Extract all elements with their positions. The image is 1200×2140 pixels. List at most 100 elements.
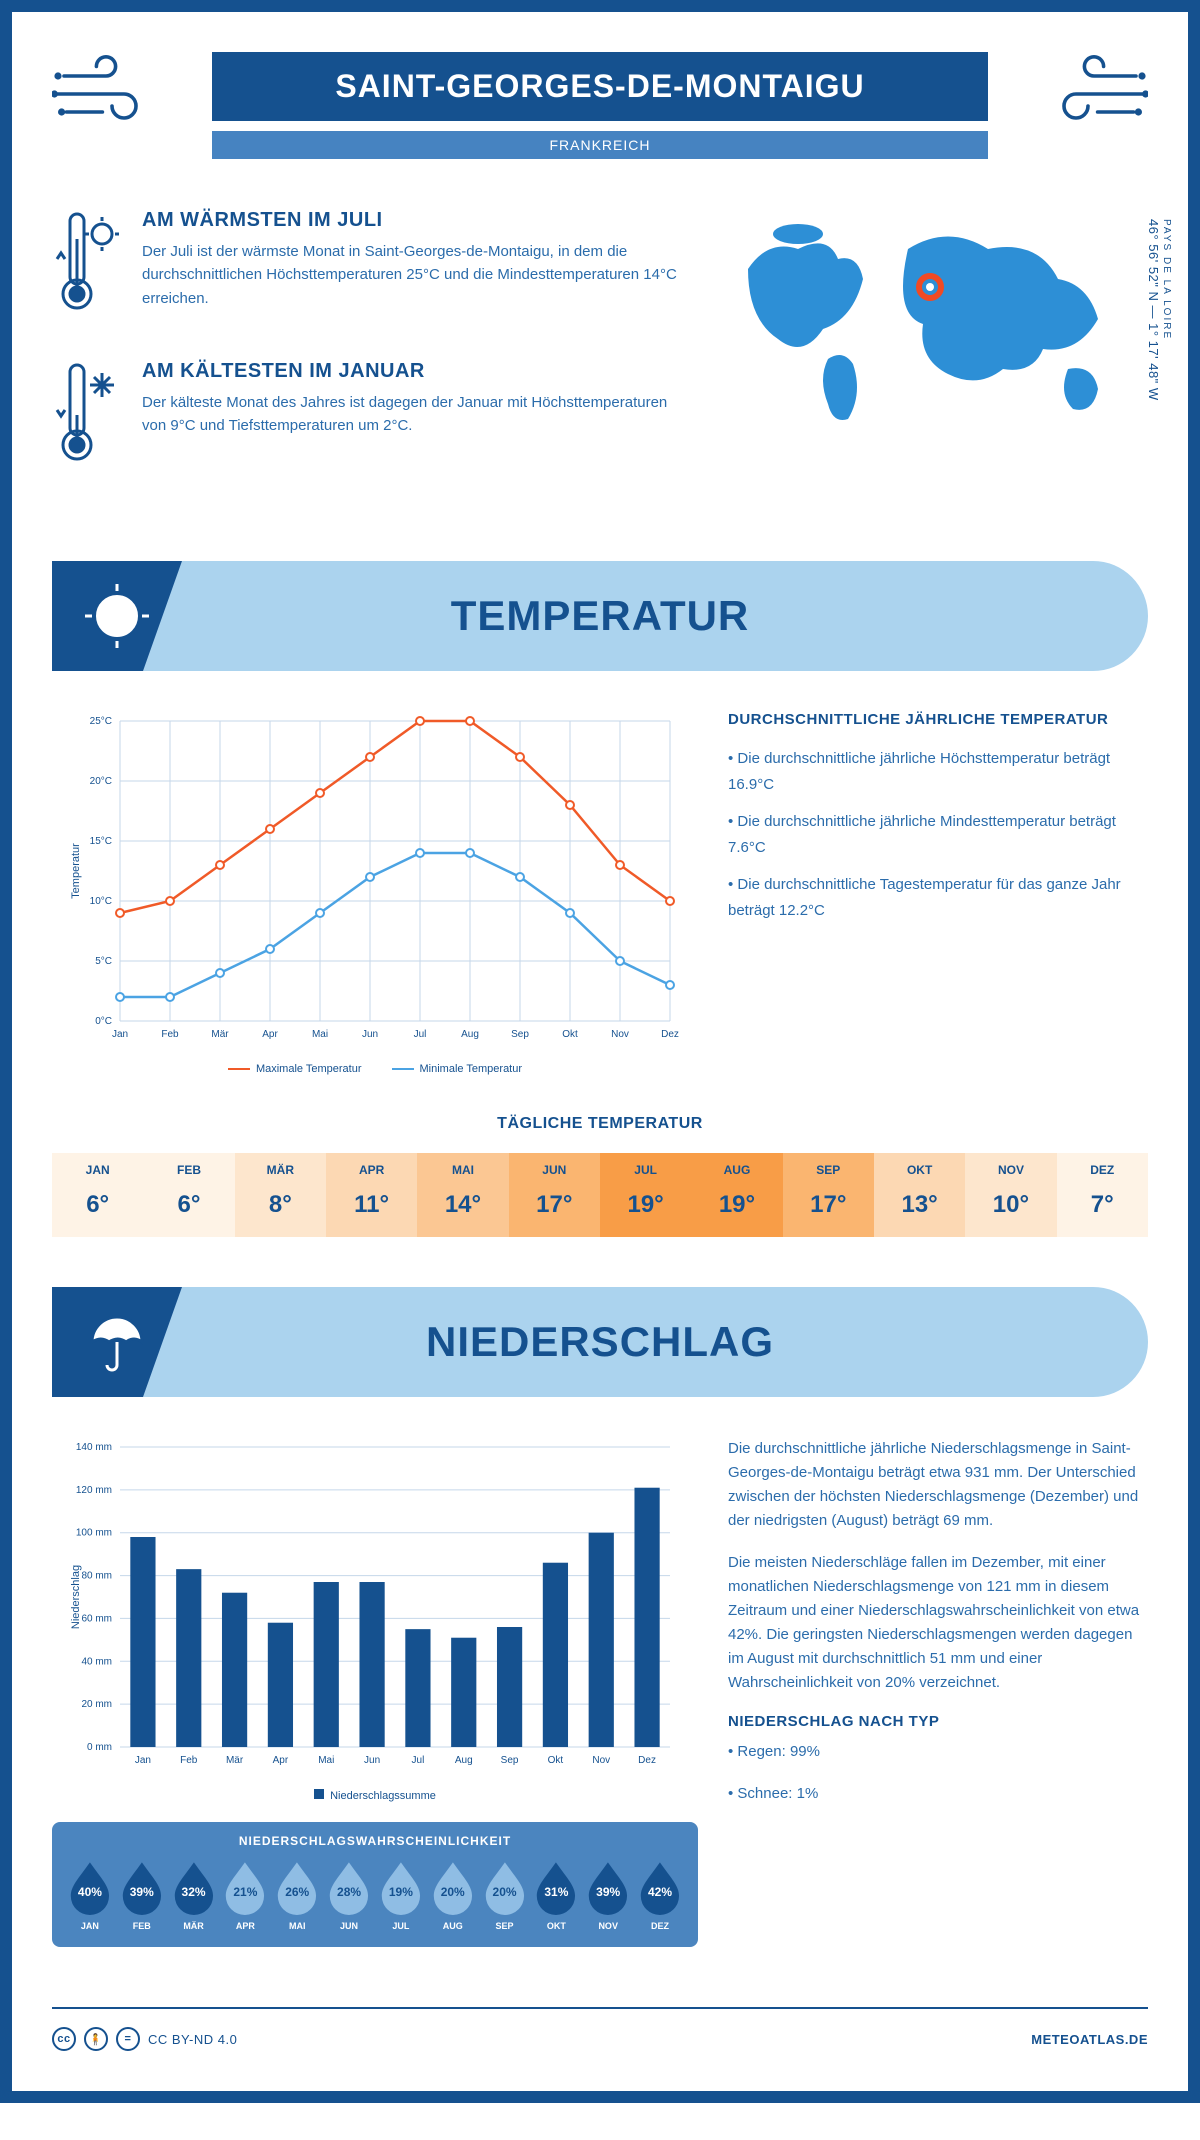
precip-p1: Die durchschnittliche jährliche Niedersc… <box>728 1437 1148 1533</box>
daily-cell: SEP17° <box>783 1153 874 1237</box>
by-icon: 🧍 <box>84 2027 108 2051</box>
svg-text:Jun: Jun <box>362 1029 378 1040</box>
precip-type1: • Regen: 99% <box>728 1740 1148 1764</box>
precip-legend: Niederschlagssumme <box>52 1789 698 1802</box>
prob-drop: 21%APR <box>221 1860 269 1931</box>
svg-text:Okt: Okt <box>562 1029 578 1040</box>
precip-type2: • Schnee: 1% <box>728 1782 1148 1806</box>
daily-cell: NOV10° <box>965 1153 1056 1237</box>
warmest-text: Der Juli ist der wärmste Monat in Saint-… <box>142 240 688 310</box>
coldest-text: Der kälteste Monat des Jahres ist dagege… <box>142 391 688 438</box>
daily-cell: OKT13° <box>874 1153 965 1237</box>
svg-text:10°C: 10°C <box>90 896 112 907</box>
svg-text:Aug: Aug <box>455 1755 473 1766</box>
svg-text:Temperatur: Temperatur <box>70 843 82 899</box>
stats-b1: • Die durchschnittliche jährliche Höchst… <box>728 746 1148 797</box>
warmest-block: AM WÄRMSTEN IM JULI Der Juli ist der wär… <box>52 209 688 324</box>
daily-heading: TÄGLICHE TEMPERATUR <box>52 1115 1148 1133</box>
svg-text:5°C: 5°C <box>95 956 112 967</box>
prob-drop: 40%JAN <box>66 1860 114 1931</box>
coords-label: 46° 56' 52" N — 1° 17' 48" W <box>1146 219 1161 401</box>
daily-cell: JAN6° <box>52 1153 143 1237</box>
precip-heading: NIEDERSCHLAG <box>426 1318 774 1366</box>
prob-drop: 39%NOV <box>584 1860 632 1931</box>
svg-text:140 mm: 140 mm <box>76 1442 112 1453</box>
svg-text:Niederschlag: Niederschlag <box>70 1565 82 1629</box>
precip-p2: Die meisten Niederschläge fallen im Deze… <box>728 1551 1148 1695</box>
daily-cell: APR11° <box>326 1153 417 1237</box>
legend-min: Minimale Temperatur <box>420 1063 523 1075</box>
temp-section-banner: TEMPERATUR <box>52 561 1148 671</box>
svg-text:Aug: Aug <box>461 1029 479 1040</box>
wind-icon-right <box>1028 52 1148 141</box>
svg-text:40 mm: 40 mm <box>81 1656 112 1667</box>
sun-icon <box>52 561 182 671</box>
stats-b3: • Die durchschnittliche Tagestemperatur … <box>728 872 1148 923</box>
prob-drop: 20%AUG <box>429 1860 477 1931</box>
thermometer-cold-icon <box>52 360 122 475</box>
svg-text:Dez: Dez <box>661 1029 679 1040</box>
svg-text:Feb: Feb <box>161 1029 179 1040</box>
warmest-heading: AM WÄRMSTEN IM JULI <box>142 209 688 232</box>
svg-text:Feb: Feb <box>180 1755 198 1766</box>
svg-text:15°C: 15°C <box>90 836 112 847</box>
precip-section-banner: NIEDERSCHLAG <box>52 1287 1148 1397</box>
header: SAINT-GEORGES-DE-MONTAIGU FRANKREICH <box>52 52 1148 159</box>
prob-drop: 19%JUL <box>377 1860 425 1931</box>
daily-cell: MAI14° <box>417 1153 508 1237</box>
svg-text:20 mm: 20 mm <box>81 1699 112 1710</box>
precip-probability-box: NIEDERSCHLAGSWAHRSCHEINLICHKEIT 40%JAN39… <box>52 1822 698 1947</box>
svg-text:Dez: Dez <box>638 1755 656 1766</box>
svg-text:Sep: Sep <box>511 1029 529 1040</box>
svg-text:100 mm: 100 mm <box>76 1528 112 1539</box>
svg-text:Jan: Jan <box>112 1029 128 1040</box>
precip-bar-chart: 0 mm20 mm40 mm60 mm80 mm100 mm120 mm140 … <box>52 1437 698 1777</box>
svg-text:Jul: Jul <box>412 1755 425 1766</box>
svg-text:25°C: 25°C <box>90 716 112 727</box>
coldest-block: AM KÄLTESTEN IM JANUAR Der kälteste Mona… <box>52 360 688 475</box>
svg-text:20°C: 20°C <box>90 776 112 787</box>
prob-drop: 26%MAI <box>273 1860 321 1931</box>
prob-drop: 31%OKT <box>532 1860 580 1931</box>
prob-drop: 32%MÄR <box>170 1860 218 1931</box>
svg-text:Apr: Apr <box>273 1755 289 1766</box>
daily-temp-strip: JAN6°FEB6°MÄR8°APR11°MAI14°JUN17°JUL19°A… <box>52 1153 1148 1237</box>
svg-text:80 mm: 80 mm <box>81 1571 112 1582</box>
stats-heading: DURCHSCHNITTLICHE JÄHRLICHE TEMPERATUR <box>728 711 1148 728</box>
wind-icon-left <box>52 52 172 141</box>
svg-text:0°C: 0°C <box>95 1016 112 1027</box>
site-credit: METEOATLAS.DE <box>1031 2032 1148 2047</box>
precip-type-heading: NIEDERSCHLAG NACH TYP <box>728 1713 1148 1730</box>
stats-b2: • Die durchschnittliche jährliche Mindes… <box>728 809 1148 860</box>
prob-drop: 42%DEZ <box>636 1860 684 1931</box>
thermometer-hot-icon <box>52 209 122 324</box>
prob-heading: NIEDERSCHLAGSWAHRSCHEINLICHKEIT <box>66 1834 684 1848</box>
svg-text:Mai: Mai <box>318 1755 334 1766</box>
legend-max: Maximale Temperatur <box>256 1063 362 1075</box>
svg-text:Mär: Mär <box>226 1755 244 1766</box>
country-bar: FRANKREICH <box>212 131 988 159</box>
svg-text:Jul: Jul <box>414 1029 427 1040</box>
daily-cell: JUN17° <box>509 1153 600 1237</box>
world-map <box>728 209 1148 439</box>
page-title: SAINT-GEORGES-DE-MONTAIGU <box>272 68 928 105</box>
svg-text:Apr: Apr <box>262 1029 278 1040</box>
daily-cell: AUG19° <box>691 1153 782 1237</box>
footer: cc 🧍 = CC BY-ND 4.0 METEOATLAS.DE <box>52 2007 1148 2051</box>
svg-text:120 mm: 120 mm <box>76 1485 112 1496</box>
prob-drop: 39%FEB <box>118 1860 166 1931</box>
region-label: PAYS DE LA LOIRE <box>1161 219 1172 389</box>
license: cc 🧍 = CC BY-ND 4.0 <box>52 2027 237 2051</box>
daily-cell: FEB6° <box>143 1153 234 1237</box>
cc-icon: cc <box>52 2027 76 2051</box>
svg-text:60 mm: 60 mm <box>81 1613 112 1624</box>
daily-cell: JUL19° <box>600 1153 691 1237</box>
svg-text:Mär: Mär <box>211 1029 229 1040</box>
coords-side: PAYS DE LA LOIRE 46° 56' 52" N — 1° 17' … <box>1146 219 1172 401</box>
prob-drop: 28%JUN <box>325 1860 373 1931</box>
coldest-heading: AM KÄLTESTEN IM JANUAR <box>142 360 688 383</box>
svg-text:Mai: Mai <box>312 1029 328 1040</box>
umbrella-icon <box>52 1287 182 1397</box>
title-band: SAINT-GEORGES-DE-MONTAIGU <box>212 52 988 121</box>
temp-heading: TEMPERATUR <box>451 592 750 640</box>
